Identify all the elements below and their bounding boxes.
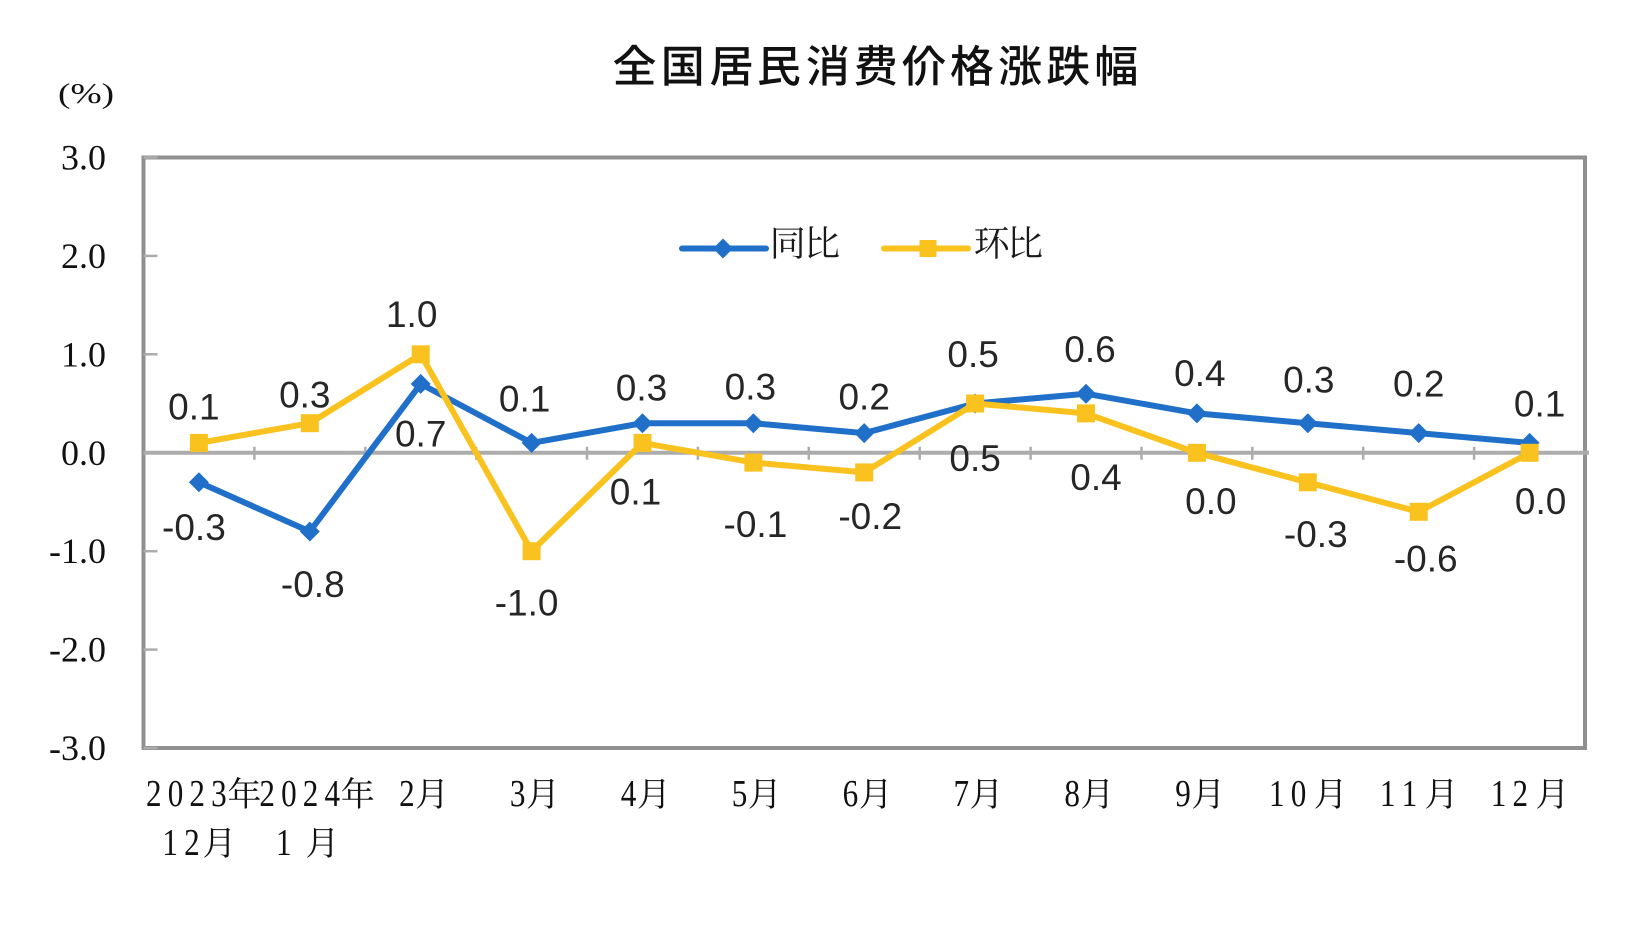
svg-text:4: 4	[325, 772, 341, 815]
svg-text:0.3: 0.3	[725, 367, 776, 408]
svg-text:1.0: 1.0	[61, 334, 106, 374]
svg-text:1: 1	[1491, 772, 1507, 815]
svg-text:0.4: 0.4	[1174, 353, 1225, 394]
svg-text:-0.8: -0.8	[281, 564, 345, 605]
svg-text:2: 2	[1513, 772, 1529, 815]
svg-text:6: 6	[843, 772, 859, 815]
svg-text:-2.0: -2.0	[49, 630, 106, 670]
svg-text:5: 5	[732, 772, 748, 815]
svg-text:2: 2	[399, 772, 415, 815]
svg-text:0.3: 0.3	[1283, 360, 1334, 401]
svg-text:-1.0: -1.0	[495, 583, 559, 624]
svg-text:0.2: 0.2	[838, 377, 889, 418]
svg-text:1: 1	[1269, 772, 1285, 815]
svg-text:0: 0	[1291, 772, 1307, 815]
svg-text:-0.3: -0.3	[162, 507, 226, 548]
svg-text:0.2: 0.2	[1393, 364, 1444, 405]
svg-text:7: 7	[954, 772, 970, 815]
svg-text:1.0: 1.0	[386, 294, 437, 335]
svg-text:8: 8	[1064, 772, 1080, 815]
svg-text:3: 3	[510, 772, 526, 815]
svg-text:0.1: 0.1	[1514, 383, 1565, 424]
svg-text:3: 3	[211, 772, 227, 815]
svg-text:-0.1: -0.1	[724, 504, 788, 545]
svg-text:3.0: 3.0	[61, 138, 106, 178]
svg-text:0.5: 0.5	[947, 334, 998, 375]
svg-text:2.0: 2.0	[61, 236, 106, 276]
svg-text:0.0: 0.0	[1515, 481, 1566, 522]
svg-text:1: 1	[276, 821, 292, 864]
svg-text:2: 2	[259, 772, 275, 815]
svg-text:2: 2	[184, 821, 200, 864]
svg-text:0.5: 0.5	[949, 438, 1000, 479]
svg-text:0: 0	[281, 772, 297, 815]
svg-text:(%): (%)	[58, 78, 114, 110]
svg-text:0.0: 0.0	[61, 433, 106, 473]
svg-text:-1.0: -1.0	[49, 531, 106, 571]
svg-text:0.7: 0.7	[395, 413, 446, 454]
svg-text:2: 2	[189, 772, 205, 815]
svg-text:2: 2	[146, 772, 162, 815]
svg-text:4: 4	[621, 772, 637, 815]
svg-text:0.1: 0.1	[499, 378, 550, 419]
svg-text:0.1: 0.1	[610, 471, 661, 512]
svg-text:0.1: 0.1	[168, 386, 219, 427]
svg-text:-0.3: -0.3	[1284, 514, 1348, 555]
svg-text:-3.0: -3.0	[49, 728, 106, 768]
svg-text:0.3: 0.3	[616, 368, 667, 409]
svg-text:0.3: 0.3	[279, 375, 330, 416]
svg-text:-0.6: -0.6	[1394, 538, 1458, 579]
svg-text:0: 0	[168, 772, 184, 815]
svg-text:0.4: 0.4	[1070, 457, 1121, 498]
svg-text:1: 1	[162, 821, 178, 864]
svg-text:0.6: 0.6	[1064, 329, 1115, 370]
svg-text:9: 9	[1175, 772, 1191, 815]
svg-text:-0.2: -0.2	[838, 496, 902, 537]
svg-text:0.0: 0.0	[1185, 481, 1236, 522]
svg-text:2: 2	[303, 772, 319, 815]
svg-text:1: 1	[1402, 772, 1418, 815]
svg-text:1: 1	[1380, 772, 1396, 815]
